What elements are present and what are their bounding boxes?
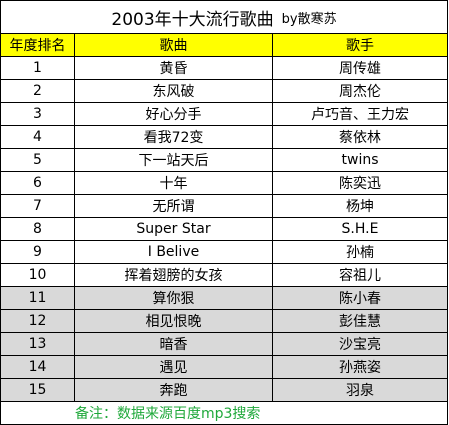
song-cell: 遇见 bbox=[75, 356, 273, 379]
rank-cell: 12 bbox=[1, 310, 75, 333]
table-row: 13 暗香 沙宝亮 bbox=[0, 333, 448, 356]
singer-cell: 周杰伦 bbox=[273, 80, 448, 103]
singer-cell: 周传雄 bbox=[273, 57, 448, 80]
song-cell: 挥着翅膀的女孩 bbox=[75, 264, 273, 287]
singer-cell: 陈奕迅 bbox=[273, 172, 448, 195]
rank-cell: 5 bbox=[1, 149, 75, 172]
rank-cell: 2 bbox=[1, 80, 75, 103]
rank-cell: 8 bbox=[1, 218, 75, 241]
table-row: 1 黄昏 周传雄 bbox=[0, 57, 448, 80]
table-row: 12 相见恨晚 彭佳慧 bbox=[0, 310, 448, 333]
rank-cell: 4 bbox=[1, 126, 75, 149]
singer-cell: twins bbox=[273, 149, 448, 172]
header-rank: 年度排名 bbox=[1, 34, 75, 57]
song-cell: 相见恨晚 bbox=[75, 310, 273, 333]
table-row: 14 遇见 孙燕姿 bbox=[0, 356, 448, 379]
table-row: 2 东风破 周杰伦 bbox=[0, 80, 448, 103]
song-cell: 无所谓 bbox=[75, 195, 273, 218]
song-cell: 好心分手 bbox=[75, 103, 273, 126]
singer-cell: 容祖儿 bbox=[273, 264, 448, 287]
song-cell: Super Star bbox=[75, 218, 273, 241]
song-cell: 下一站天后 bbox=[75, 149, 273, 172]
header-singer: 歌手 bbox=[273, 34, 448, 57]
singer-cell: 沙宝亮 bbox=[273, 333, 448, 356]
table-row: 4 看我72变 蔡依林 bbox=[0, 126, 448, 149]
rank-cell: 10 bbox=[1, 264, 75, 287]
rank-cell: 14 bbox=[1, 356, 75, 379]
song-cell: 十年 bbox=[75, 172, 273, 195]
singer-cell: 羽泉 bbox=[273, 379, 448, 402]
table-row: 5 下一站天后 twins bbox=[0, 149, 448, 172]
note-row: 备注：数据来源百度mp3搜索 bbox=[0, 402, 448, 425]
song-cell: 奔跑 bbox=[75, 379, 273, 402]
table-row: 3 好心分手 卢巧音、王力宏 bbox=[0, 103, 448, 126]
rank-cell: 7 bbox=[1, 195, 75, 218]
rank-cell: 3 bbox=[1, 103, 75, 126]
singer-cell: 孙燕姿 bbox=[273, 356, 448, 379]
song-cell: 黄昏 bbox=[75, 57, 273, 80]
singer-cell: 蔡依林 bbox=[273, 126, 448, 149]
song-cell: 暗香 bbox=[75, 333, 273, 356]
rank-cell: 1 bbox=[1, 57, 75, 80]
song-cell: 东风破 bbox=[75, 80, 273, 103]
singer-cell: 陈小春 bbox=[273, 287, 448, 310]
rank-cell: 13 bbox=[1, 333, 75, 356]
table-row: 15 奔跑 羽泉 bbox=[0, 379, 448, 402]
source-note: 备注：数据来源百度mp3搜索 bbox=[1, 402, 448, 425]
singer-cell: S.H.E bbox=[273, 218, 448, 241]
table-row: 7 无所谓 杨坤 bbox=[0, 195, 448, 218]
singer-cell: 彭佳慧 bbox=[273, 310, 448, 333]
header-row: 年度排名 歌曲 歌手 bbox=[0, 34, 448, 57]
rank-cell: 11 bbox=[1, 287, 75, 310]
table-row: 6 十年 陈奕迅 bbox=[0, 172, 448, 195]
rank-cell: 9 bbox=[1, 241, 75, 264]
table-title: 2003年十大流行歌曲 by散寒苏 bbox=[1, 1, 448, 34]
rank-cell: 15 bbox=[1, 379, 75, 402]
song-cell: 看我72变 bbox=[75, 126, 273, 149]
song-cell: I Belive bbox=[75, 241, 273, 264]
table-title-main: 2003年十大流行歌曲 bbox=[111, 9, 274, 30]
song-cell: 算你狠 bbox=[75, 287, 273, 310]
singer-cell: 杨坤 bbox=[273, 195, 448, 218]
table-row: 10 挥着翅膀的女孩 容祖儿 bbox=[0, 264, 448, 287]
header-song: 歌曲 bbox=[75, 34, 273, 57]
table-title-author: by散寒苏 bbox=[281, 11, 337, 27]
table-row: 8 Super Star S.H.E bbox=[0, 218, 448, 241]
title-row: 2003年十大流行歌曲 by散寒苏 bbox=[0, 0, 448, 34]
singer-cell: 卢巧音、王力宏 bbox=[273, 103, 448, 126]
singer-cell: 孙楠 bbox=[273, 241, 448, 264]
rank-cell: 6 bbox=[1, 172, 75, 195]
table-row: 11 算你狠 陈小春 bbox=[0, 287, 448, 310]
